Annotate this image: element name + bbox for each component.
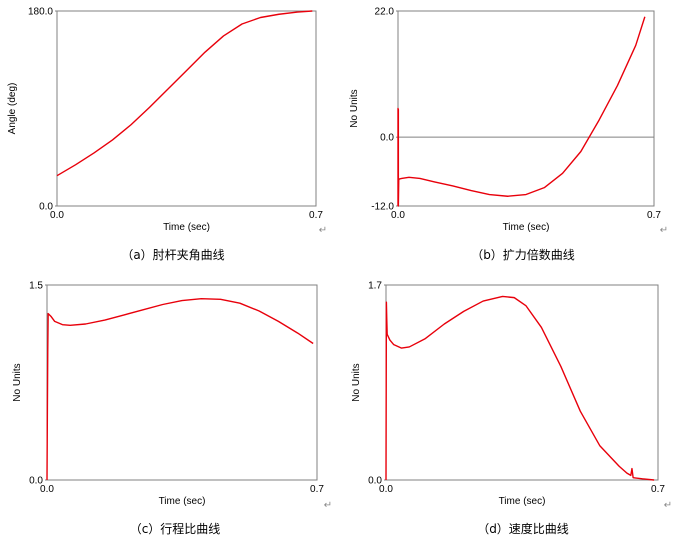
x-tick-label: 0.0 [50,210,64,221]
paragraph-mark: ↵ [319,225,327,236]
chart-panel-a: 0.0 180.0 0.0 0.7 Time (sec) Angle (deg) （a）肘杆… [7,7,327,263]
x-tick-label: 0.7 [309,210,323,221]
y-tick-label: 0.0 [368,476,382,487]
series-line [385,295,655,481]
series-line [46,297,314,481]
y-axis-label: No Units [351,363,362,401]
chart-panel-c: 0.0 1.5 0.0 0.7 Time (sec) No Units （c）行程比曲线 ↵ [12,281,332,537]
chart-panel-d: 0.0 1.7 0.0 0.7 Time (sec) No Units （d）速度比曲线 ↵ [351,281,672,537]
y-tick-label: 0.0 [39,202,53,213]
x-tick-label: 0.0 [379,484,393,495]
y-tick-label: -12.0 [371,202,394,213]
plot-frame [397,10,655,207]
y-axis-label: Angle (deg) [7,83,18,135]
panel-caption: （c）行程比曲线 [130,521,221,536]
paragraph-mark: ↵ [660,225,668,236]
y-tick-label: 0.0 [29,476,43,487]
series-line [56,10,313,177]
x-axis-label: Time (sec) [503,222,550,233]
paragraph-mark: ↵ [664,500,672,511]
x-tick-label: 0.7 [310,484,324,495]
plot-frame [56,10,317,207]
y-tick-label: 180.0 [28,7,53,18]
x-tick-label: 0.0 [391,210,405,221]
y-tick-label: 0.0 [380,133,394,144]
x-tick-label: 0.0 [40,484,54,495]
x-tick-label: 0.7 [647,210,661,221]
y-tick-label: 1.5 [29,281,43,292]
x-tick-label: 0.7 [651,484,665,495]
y-axis-label: No Units [12,363,23,401]
y-tick-label: 22.0 [375,7,395,18]
plot-frame [46,284,318,481]
panel-caption: （a）肘杆夹角曲线 [121,247,224,262]
y-axis-label: No Units [349,89,360,127]
x-axis-label: Time (sec) [159,496,206,507]
x-axis-label: Time (sec) [499,496,546,507]
panel-caption: （b）扩力倍数曲线 [471,247,575,262]
panel-caption: （d）速度比曲线 [477,521,569,536]
plot-frame [385,284,659,481]
paragraph-mark: ↵ [324,500,332,511]
x-axis-label: Time (sec) [163,222,210,233]
y-tick-label: 1.7 [368,281,382,292]
series-line [397,16,646,207]
